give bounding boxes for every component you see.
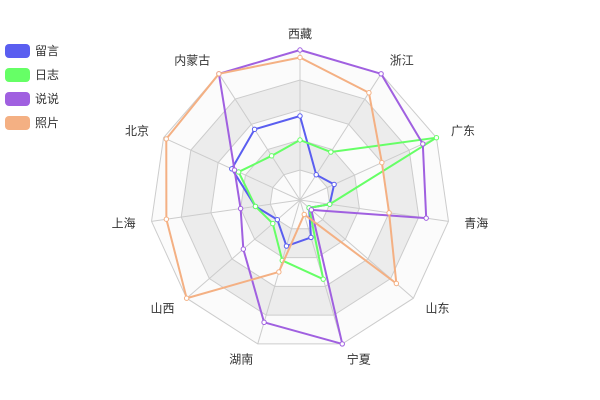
grid-ring-1 [269,169,331,230]
data-point-日志-青海[interactable] [326,201,333,207]
data-point-说说-西藏[interactable] [297,47,303,53]
data-point-留言-广东[interactable] [331,181,337,188]
data-point-照片-山东[interactable] [393,280,400,287]
data-point-日志-宁夏[interactable] [320,276,326,282]
data-point-说说-青海[interactable] [423,215,429,221]
indicator-label-青海: 青海 [464,216,488,231]
data-point-日志-广东[interactable] [433,134,440,141]
legend-item-留言[interactable]: 留言 [5,44,59,58]
data-point-照片-青海[interactable] [386,210,392,216]
data-point-说说-宁夏[interactable] [339,341,345,347]
legend-item-日志[interactable]: 日志 [5,68,59,82]
data-point-说说-浙江[interactable] [378,71,384,77]
indicator-label-山西: 山西 [151,302,175,316]
data-point-照片-浙江[interactable] [366,90,372,96]
data-point-留言-内蒙古[interactable] [251,126,258,133]
data-point-说说-广东[interactable] [420,141,426,147]
data-point-日志-上海[interactable] [252,203,259,210]
radar-series-layer [163,47,440,347]
grid-spoke-8 [151,199,301,222]
indicator-label-广东: 广东 [451,124,475,138]
data-point-说说-湖南[interactable] [261,319,267,326]
legend-label-留言: 留言 [35,44,59,58]
legend-swatch-说说 [5,92,30,106]
data-point-照片-宁夏[interactable] [301,211,307,218]
data-point-照片-西藏[interactable] [297,54,303,61]
data-point-日志-浙江[interactable] [328,149,334,155]
data-point-日志-内蒙古[interactable] [268,153,275,159]
grid-ring-3 [210,109,390,287]
series-line-留言 [230,115,336,248]
data-point-留言-山西[interactable] [274,216,281,223]
indicator-label-上海: 上海 [112,216,136,231]
series-line-照片 [165,56,398,300]
grid-spoke-2 [299,137,437,201]
indicator-label-湖南: 湖南 [229,351,253,366]
series-line-说说 [217,49,428,345]
data-point-说说-山西[interactable] [240,246,247,252]
series-line-日志 [237,136,438,281]
indicator-label-北京: 北京 [125,124,149,138]
indicator-label-西藏: 西藏 [288,27,312,41]
data-point-留言-西藏[interactable] [297,113,303,119]
data-point-照片-山西[interactable] [183,295,190,301]
series-照片 [163,54,400,301]
indicator-label-宁夏: 宁夏 [347,351,371,366]
legend-label-说说: 说说 [35,91,59,106]
legend-item-照片[interactable]: 照片 [5,116,59,130]
data-point-照片-内蒙古[interactable] [216,71,222,77]
grid-ring-5 [151,49,449,345]
indicator-label-浙江: 浙江 [390,53,414,67]
data-point-说说-山东[interactable] [308,207,315,213]
data-point-日志-山西[interactable] [270,220,276,227]
grid-ring-2 [240,139,360,259]
legend-swatch-照片 [5,116,30,130]
indicator-label-内蒙古: 内蒙古 [174,52,210,67]
data-point-说说-上海[interactable] [237,205,244,212]
data-point-留言-宁夏[interactable] [308,234,314,241]
data-point-日志-西藏[interactable] [297,137,303,143]
data-point-留言-浙江[interactable] [313,172,319,178]
legend-label-日志: 日志 [35,68,59,82]
data-point-照片-北京[interactable] [163,136,169,142]
data-point-照片-湖南[interactable] [276,269,282,275]
legend-item-说说[interactable]: 说说 [5,91,59,106]
legend-label-照片: 照片 [35,116,59,130]
series-日志 [235,134,440,282]
legend-swatch-日志 [5,68,30,82]
data-point-说说-北京[interactable] [231,167,238,173]
legend-swatch-留言 [5,44,30,58]
data-point-照片-广东[interactable] [379,159,385,166]
indicator-label-山东: 山东 [425,302,449,316]
grid-spoke-10 [218,73,301,201]
data-point-照片-上海[interactable] [163,216,170,222]
data-point-留言-湖南[interactable] [283,243,290,249]
